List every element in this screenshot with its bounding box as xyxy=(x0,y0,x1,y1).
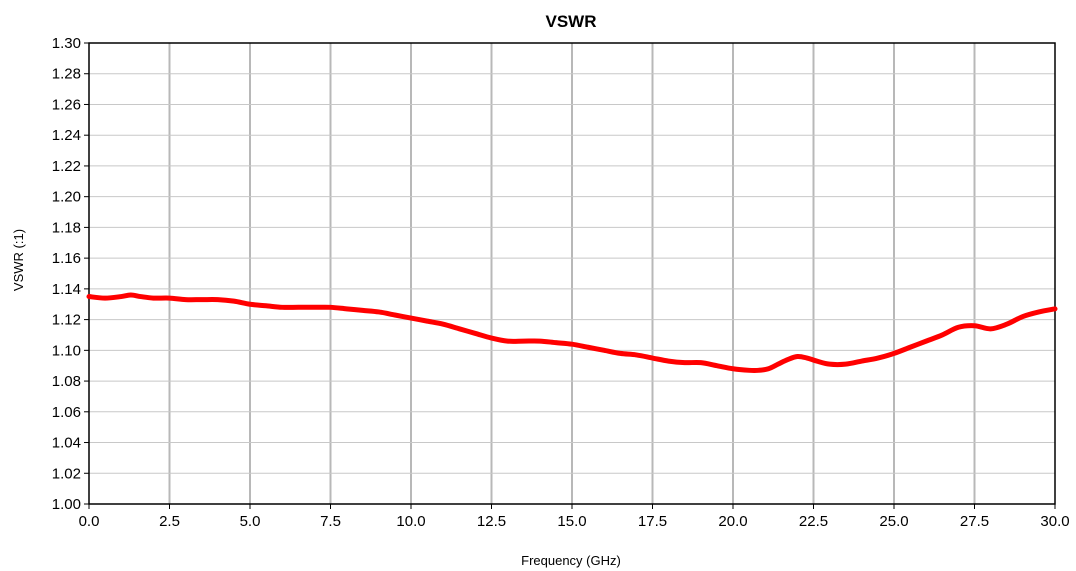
grid-lines xyxy=(89,43,1055,504)
y-tick-label: 1.26 xyxy=(52,96,81,113)
x-tick-label: 17.5 xyxy=(638,513,667,530)
y-tick-label: 1.10 xyxy=(52,342,81,359)
y-tick-label: 1.00 xyxy=(52,496,81,513)
y-tick-label: 1.06 xyxy=(52,404,81,421)
x-tick-label: 5.0 xyxy=(240,513,261,530)
y-tick-label: 1.12 xyxy=(52,312,81,329)
x-axis-label: Frequency (GHz) xyxy=(521,553,621,568)
vswr-series-line xyxy=(86,292,1058,374)
y-tick-label: 1.16 xyxy=(52,250,81,267)
chart-title: VSWR xyxy=(546,12,597,31)
y-tick-label: 1.18 xyxy=(52,219,81,236)
x-tick-label: 2.5 xyxy=(159,513,180,530)
y-axis-ticks: 1.00 1.02 1.04 1.06 1.08 1.10 1.12 1.14 1.16 1.18… xyxy=(52,35,89,513)
y-tick-label: 1.24 xyxy=(52,127,81,144)
x-tick-label: 0.0 xyxy=(79,513,100,530)
x-tick-label: 20.0 xyxy=(718,513,747,530)
y-axis-label: VSWR (:1) xyxy=(11,229,26,291)
y-tick-label: 1.30 xyxy=(52,35,81,52)
x-tick-label: 22.5 xyxy=(799,513,828,530)
x-tick-label: 15.0 xyxy=(557,513,586,530)
x-tick-label: 25.0 xyxy=(879,513,908,530)
y-tick-label: 1.28 xyxy=(52,66,81,83)
y-tick-label: 1.14 xyxy=(52,281,81,298)
x-tick-label: 12.5 xyxy=(477,513,506,530)
x-axis-ticks: 0.0 2.5 5.0 7.5 10.0 12.5 15.0 17.5 20.0 22.5 25.0… xyxy=(79,504,1070,530)
series-layer xyxy=(86,292,1058,374)
x-tick-label: 7.5 xyxy=(320,513,341,530)
y-tick-label: 1.04 xyxy=(52,435,81,452)
y-tick-label: 1.20 xyxy=(52,189,81,206)
y-tick-label: 1.02 xyxy=(52,465,81,482)
x-tick-label: 27.5 xyxy=(960,513,989,530)
x-tick-label: 30.0 xyxy=(1040,513,1069,530)
x-tick-label: 10.0 xyxy=(396,513,425,530)
y-tick-label: 1.08 xyxy=(52,373,81,390)
y-tick-label: 1.22 xyxy=(52,158,81,175)
